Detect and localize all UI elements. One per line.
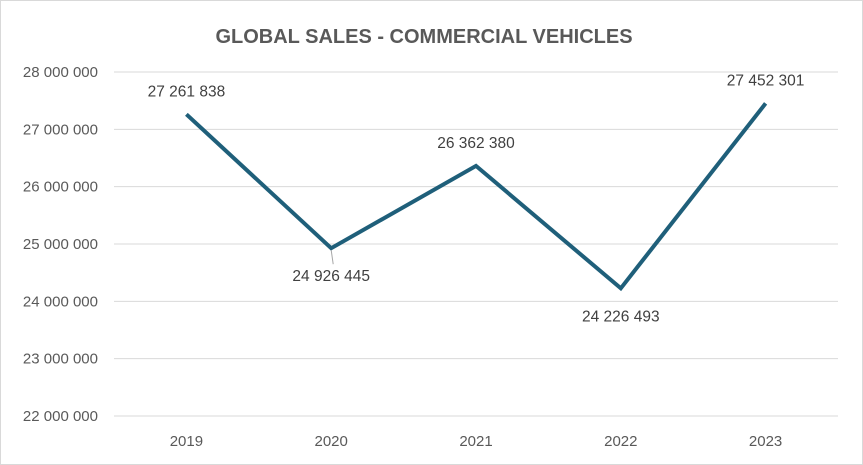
x-tick-label: 2021 <box>459 433 492 450</box>
data-label: 26 362 380 <box>437 135 515 152</box>
x-tick-label: 2023 <box>749 433 782 450</box>
data-label: 27 261 838 <box>148 83 226 100</box>
y-tick-label: 27 000 000 <box>23 121 98 138</box>
series-line <box>185 102 768 292</box>
gridlines <box>114 71 838 417</box>
y-tick-label: 22 000 000 <box>23 408 98 425</box>
y-axis-tick-labels: 22 000 000 23 000 000 24 000 000 25 000 000… <box>23 64 98 425</box>
y-tick-label: 25 000 000 <box>23 236 98 253</box>
x-tick-label: 2022 <box>604 433 637 450</box>
x-axis-tick-labels: 2019 2020 2021 2022 2023 <box>170 433 783 450</box>
y-tick-label: 26 000 000 <box>23 179 98 196</box>
series-line-group <box>185 102 768 292</box>
y-tick-label: 28 000 000 <box>23 64 98 81</box>
data-label: 24 226 493 <box>582 308 660 325</box>
x-tick-label: 2019 <box>170 433 203 450</box>
x-tick-label: 2020 <box>315 433 348 450</box>
y-tick-label: 23 000 000 <box>23 351 98 368</box>
data-label: 24 926 445 <box>292 268 370 285</box>
data-label-leader <box>330 250 334 265</box>
y-tick-label: 24 000 000 <box>23 293 98 310</box>
chart-title: GLOBAL SALES - COMMERCIAL VEHICLES <box>215 26 632 48</box>
data-labels: 27 261 838 24 926 445 26 362 380 24 226 493… <box>148 72 805 325</box>
data-label: 27 452 301 <box>727 72 805 89</box>
